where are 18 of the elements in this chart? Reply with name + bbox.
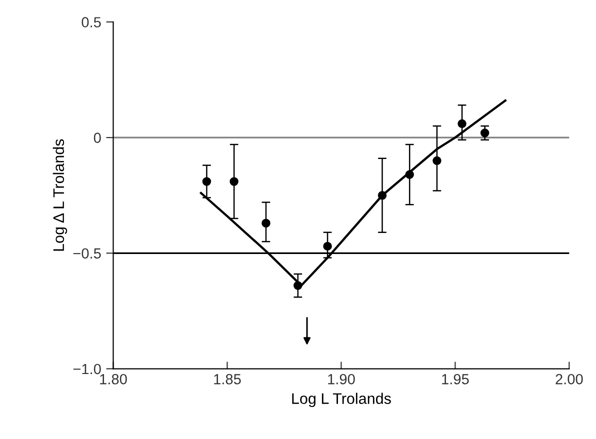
y-tick-label: −0.5 — [73, 248, 101, 259]
point — [323, 242, 332, 251]
x-tick-label: 1.95 — [442, 374, 469, 384]
x-tick-label: 1.85 — [214, 374, 241, 384]
x-tick-label: 1.90 — [328, 374, 355, 384]
point — [262, 218, 270, 228]
y-axis-title: Log Δ L Trolands — [52, 139, 68, 251]
y-tick-label: −1.0 — [73, 364, 101, 374]
point — [458, 119, 466, 128]
y-tick-label: 0.5 — [82, 17, 101, 28]
point — [230, 177, 238, 186]
x-tick-label: 2.00 — [556, 374, 583, 384]
point — [480, 128, 490, 138]
x-tick-label: 1.80 — [100, 374, 127, 384]
x-axis-title: Log L Trolands — [292, 392, 391, 408]
y-tick-label: 0 — [94, 132, 101, 143]
point — [432, 156, 442, 166]
point — [202, 177, 212, 186]
